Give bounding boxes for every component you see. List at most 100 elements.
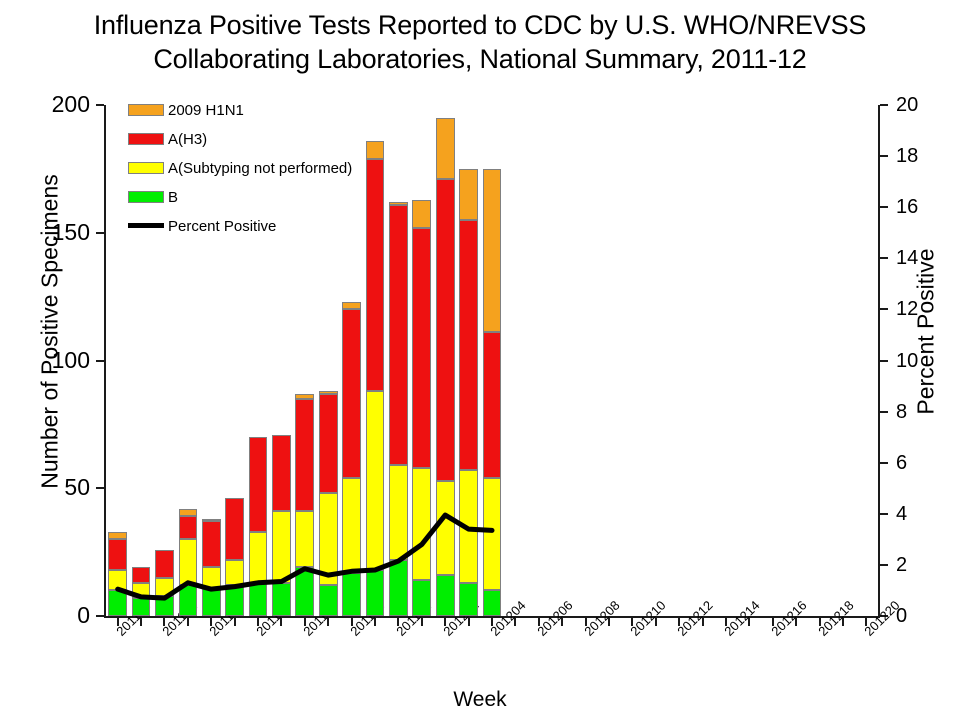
bar-segment-b	[389, 559, 408, 616]
bar-segment-2009-h1n1	[389, 202, 408, 205]
y-axis-right-line	[878, 105, 880, 616]
y-axis-right-tick	[880, 615, 888, 617]
x-axis-tick	[116, 618, 119, 626]
bar-segment-a-h3	[178, 516, 198, 540]
y-axis-left-tick	[96, 615, 104, 617]
bar-segment-a-subtyping-not-performed	[342, 478, 361, 573]
y-axis-right-tick-label: 20	[896, 94, 919, 116]
bar-segment-b	[318, 585, 338, 616]
bar-segment-a-subtyping-not-performed	[295, 511, 315, 568]
bar-segment-b	[155, 595, 174, 616]
title-line-2: Collaborating Laboratories, National Sum…	[153, 44, 807, 74]
bar-segment-a-subtyping-not-performed	[155, 577, 174, 596]
bar-segment-b	[272, 582, 291, 616]
bar-segment-2009-h1n1	[482, 168, 502, 333]
x-axis-tick	[678, 618, 681, 626]
chart-legend: 2009 H1N1 A(H3) A(Subtyping not performed)…	[128, 98, 388, 243]
bar-segment-a-h3	[342, 309, 361, 479]
bar-column	[131, 567, 151, 616]
x-axis-tick-label: 201206	[534, 597, 576, 639]
bar-segment-a-subtyping-not-performed	[248, 531, 268, 583]
y-axis-right-tick	[880, 512, 888, 515]
bar-segment-2009-h1n1	[342, 301, 361, 310]
x-axis-tick	[491, 618, 493, 626]
bar-segment-a-subtyping-not-performed	[318, 493, 338, 586]
y-axis-right-tick-label: 10	[896, 349, 919, 372]
legend-item-label: Percent Positive	[168, 218, 277, 235]
y-axis-right-tick-label: 12	[896, 298, 919, 321]
y-axis-left-tick-label: 50	[64, 474, 90, 501]
bar-segment-a-h3	[272, 434, 291, 512]
bar-column	[482, 168, 502, 616]
y-axis-right-tick	[880, 359, 888, 362]
bar-segment-b	[248, 582, 268, 616]
bar-column	[389, 202, 408, 616]
legend-color-swatch-icon	[128, 191, 164, 203]
bar-column	[178, 508, 198, 616]
legend-item: B	[128, 185, 388, 214]
x-axis-tick	[350, 618, 353, 626]
bar-segment-a-h3	[435, 179, 455, 481]
bar-segment-2009-h1n1	[435, 117, 455, 180]
bar-segment-2009-h1n1	[459, 168, 478, 220]
x-axis-tick	[420, 618, 423, 626]
bar-segment-a-subtyping-not-performed	[178, 539, 198, 586]
x-axis-tick	[748, 618, 751, 626]
y-axis-right-tick-label: 14	[896, 247, 919, 270]
bar-segment-a-h3	[131, 567, 151, 583]
x-axis-tick	[210, 618, 213, 626]
bar-segment-a-subtyping-not-performed	[131, 582, 151, 599]
legend-item: 2009 H1N1	[128, 98, 388, 127]
bar-segment-2009-h1n1	[295, 393, 315, 399]
bar-segment-2009-h1n1	[365, 140, 385, 159]
bar-segment-b	[201, 587, 221, 616]
x-axis-tick	[771, 618, 774, 626]
bar-segment-a-subtyping-not-performed	[201, 567, 221, 588]
x-axis-tick	[467, 618, 470, 626]
bar-segment-a-subtyping-not-performed	[272, 511, 291, 583]
y-axis-right-tick	[880, 104, 888, 106]
y-axis-right-tick-label: 18	[896, 145, 919, 168]
y-axis-right-tick-label: 6	[896, 451, 908, 474]
page-title: Influenza Positive Tests Reported to CDC…	[0, 8, 960, 76]
bar-segment-2009-h1n1	[201, 518, 221, 522]
x-axis-tick	[841, 618, 844, 626]
y-axis-right-tick	[880, 257, 888, 260]
bar-column	[412, 199, 432, 616]
bar-column	[295, 393, 315, 616]
bar-segment-b	[365, 570, 385, 616]
y-axis-left-line	[104, 105, 106, 616]
bar-segment-a-subtyping-not-performed	[412, 467, 432, 581]
legend-item: A(Subtyping not performed)	[128, 156, 388, 185]
x-axis-tick	[561, 618, 564, 626]
bar-segment-2009-h1n1	[318, 391, 338, 394]
x-axis-tick	[537, 618, 540, 626]
x-axis-tick	[374, 618, 377, 626]
bar-segment-a-subtyping-not-performed	[225, 559, 244, 586]
bar-segment-b	[342, 572, 361, 616]
y-axis-left-tick	[96, 104, 104, 106]
y-axis-right-tick	[880, 206, 888, 209]
y-axis-right-tick	[880, 155, 888, 158]
bar-segment-a-subtyping-not-performed	[459, 470, 478, 583]
bar-segment-a-h3	[201, 521, 221, 568]
y-axis-right-tick-label: 0	[896, 605, 908, 627]
y-axis-left-tick	[96, 487, 104, 490]
bar-segment-2009-h1n1	[178, 508, 198, 517]
x-axis-tick	[701, 618, 704, 626]
legend-item-label: A(H3)	[168, 131, 208, 148]
y-axis-left-tick	[96, 231, 104, 234]
bar-column	[248, 437, 268, 616]
x-axis-tick	[444, 618, 447, 626]
x-axis-tick-label: 201216	[768, 597, 810, 639]
bar-column	[342, 301, 361, 616]
x-axis-tick	[303, 618, 306, 626]
x-axis-tick	[163, 618, 166, 626]
x-axis-tick	[514, 618, 517, 626]
x-axis-tick-label: 201214	[721, 597, 763, 639]
y-axis-left-title: Number of Positive Specimens	[36, 174, 63, 489]
bar-segment-a-h3	[482, 332, 502, 479]
x-axis-tick-label: 201208	[580, 597, 623, 639]
bar-segment-a-h3	[412, 227, 432, 468]
legend-item-label: A(Subtyping not performed)	[168, 160, 353, 177]
